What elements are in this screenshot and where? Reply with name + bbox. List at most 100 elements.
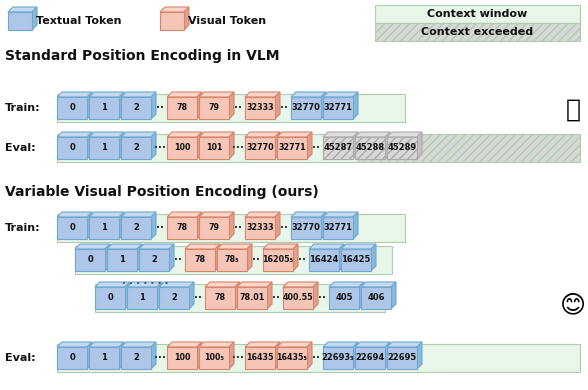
FancyBboxPatch shape <box>75 249 105 271</box>
FancyBboxPatch shape <box>199 97 229 119</box>
Polygon shape <box>283 282 318 287</box>
Polygon shape <box>75 244 110 249</box>
Polygon shape <box>32 7 37 30</box>
Text: 78: 78 <box>176 103 188 112</box>
Polygon shape <box>87 92 92 119</box>
FancyBboxPatch shape <box>75 246 392 274</box>
FancyBboxPatch shape <box>95 284 385 312</box>
Polygon shape <box>105 244 110 271</box>
Polygon shape <box>237 282 272 287</box>
Text: Visual Token: Visual Token <box>188 16 266 26</box>
Text: 0: 0 <box>69 103 75 112</box>
Polygon shape <box>137 244 142 271</box>
Polygon shape <box>8 7 37 12</box>
Text: 16435: 16435 <box>246 353 274 362</box>
Text: 45288: 45288 <box>355 144 385 152</box>
Text: ···: ··· <box>232 353 244 363</box>
Polygon shape <box>353 92 358 119</box>
Text: ···: ··· <box>154 143 166 153</box>
Polygon shape <box>157 282 162 309</box>
Polygon shape <box>151 212 156 239</box>
Text: 78₅: 78₅ <box>225 255 239 264</box>
Text: 32770: 32770 <box>246 144 274 152</box>
FancyBboxPatch shape <box>167 217 197 239</box>
Polygon shape <box>197 92 202 119</box>
Text: Train:: Train: <box>5 223 41 233</box>
Text: 100₅: 100₅ <box>204 353 224 362</box>
FancyBboxPatch shape <box>121 97 151 119</box>
Text: Standard Position Encoding in VLM: Standard Position Encoding in VLM <box>5 49 279 63</box>
Text: Train:: Train: <box>5 103 41 113</box>
Text: 1: 1 <box>101 103 107 112</box>
Text: 79: 79 <box>209 103 219 112</box>
Polygon shape <box>229 92 234 119</box>
FancyBboxPatch shape <box>89 97 119 119</box>
Text: 101: 101 <box>206 144 222 152</box>
Polygon shape <box>159 282 194 287</box>
Polygon shape <box>245 92 280 97</box>
Text: Context window: Context window <box>427 9 527 19</box>
Text: 2: 2 <box>171 294 177 303</box>
Polygon shape <box>89 212 124 217</box>
Polygon shape <box>121 342 156 347</box>
Polygon shape <box>167 92 202 97</box>
Text: 16425: 16425 <box>341 255 370 264</box>
Text: 1: 1 <box>101 223 107 232</box>
Polygon shape <box>313 282 318 309</box>
Text: 2: 2 <box>133 353 139 362</box>
FancyBboxPatch shape <box>245 137 275 159</box>
FancyBboxPatch shape <box>375 5 580 23</box>
Polygon shape <box>87 212 92 239</box>
Polygon shape <box>199 92 234 97</box>
Polygon shape <box>371 244 376 271</box>
Polygon shape <box>167 342 202 347</box>
Polygon shape <box>321 92 326 119</box>
Polygon shape <box>95 282 130 287</box>
Text: 🤔: 🤔 <box>566 98 580 122</box>
Polygon shape <box>57 132 92 137</box>
Polygon shape <box>151 132 156 159</box>
Polygon shape <box>160 7 189 12</box>
Text: 406: 406 <box>368 294 385 303</box>
Text: 22695: 22695 <box>387 353 417 362</box>
Polygon shape <box>119 92 124 119</box>
Text: 0: 0 <box>69 353 75 362</box>
FancyBboxPatch shape <box>323 217 353 239</box>
Polygon shape <box>291 212 326 217</box>
Polygon shape <box>275 132 280 159</box>
Polygon shape <box>215 244 220 271</box>
Text: 1: 1 <box>101 144 107 152</box>
FancyBboxPatch shape <box>89 347 119 369</box>
Text: 1: 1 <box>101 353 107 362</box>
FancyBboxPatch shape <box>199 137 229 159</box>
Text: ···: ··· <box>154 353 166 363</box>
Polygon shape <box>391 282 396 309</box>
FancyBboxPatch shape <box>57 347 87 369</box>
FancyBboxPatch shape <box>237 287 267 309</box>
FancyBboxPatch shape <box>89 217 119 239</box>
Polygon shape <box>359 282 364 309</box>
Text: 😊: 😊 <box>560 293 586 317</box>
Text: ···: ··· <box>232 143 244 153</box>
Polygon shape <box>169 244 174 271</box>
Text: ··: ·· <box>234 103 242 113</box>
Text: 16424: 16424 <box>309 255 339 264</box>
FancyBboxPatch shape <box>160 12 184 30</box>
Polygon shape <box>87 132 92 159</box>
Text: ··: ·· <box>272 293 280 303</box>
Polygon shape <box>127 282 162 287</box>
FancyBboxPatch shape <box>355 137 385 159</box>
Text: 16435₅: 16435₅ <box>276 353 308 362</box>
Polygon shape <box>263 244 298 249</box>
Polygon shape <box>89 132 124 137</box>
Polygon shape <box>235 282 240 309</box>
Text: 1: 1 <box>139 294 145 303</box>
Polygon shape <box>229 342 234 369</box>
FancyBboxPatch shape <box>291 97 321 119</box>
Text: ··: ·· <box>252 255 260 265</box>
FancyBboxPatch shape <box>277 137 307 159</box>
FancyBboxPatch shape <box>167 97 197 119</box>
Polygon shape <box>89 342 124 347</box>
Polygon shape <box>199 212 234 217</box>
Text: ··: ·· <box>312 143 320 153</box>
